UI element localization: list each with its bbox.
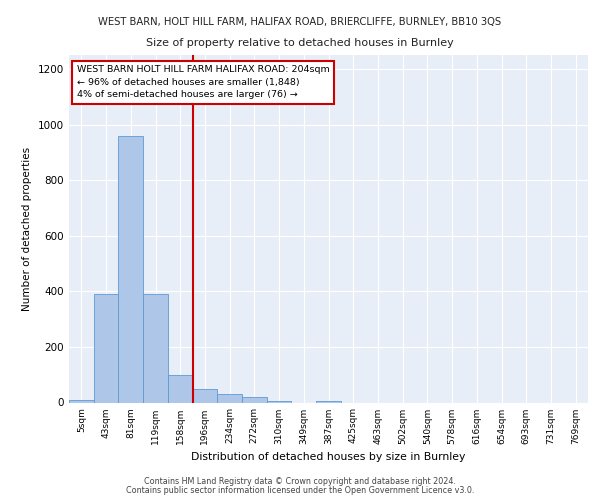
Bar bbox=[118, 136, 143, 402]
Bar bbox=[94, 294, 118, 403]
Y-axis label: Number of detached properties: Number of detached properties bbox=[22, 146, 32, 311]
Bar bbox=[69, 400, 94, 402]
Text: Contains HM Land Registry data © Crown copyright and database right 2024.: Contains HM Land Registry data © Crown c… bbox=[144, 477, 456, 486]
Text: Size of property relative to detached houses in Burnley: Size of property relative to detached ho… bbox=[146, 38, 454, 48]
Bar bbox=[168, 374, 193, 402]
Text: WEST BARN, HOLT HILL FARM, HALIFAX ROAD, BRIERCLIFFE, BURNLEY, BB10 3QS: WEST BARN, HOLT HILL FARM, HALIFAX ROAD,… bbox=[98, 18, 502, 28]
Bar bbox=[217, 394, 242, 402]
Bar bbox=[316, 401, 341, 402]
Text: WEST BARN HOLT HILL FARM HALIFAX ROAD: 204sqm
← 96% of detached houses are small: WEST BARN HOLT HILL FARM HALIFAX ROAD: 2… bbox=[77, 66, 329, 100]
X-axis label: Distribution of detached houses by size in Burnley: Distribution of detached houses by size … bbox=[191, 452, 466, 462]
Bar bbox=[193, 388, 217, 402]
Bar bbox=[267, 401, 292, 402]
Text: Contains public sector information licensed under the Open Government Licence v3: Contains public sector information licen… bbox=[126, 486, 474, 495]
Bar bbox=[242, 397, 267, 402]
Bar bbox=[143, 294, 168, 403]
